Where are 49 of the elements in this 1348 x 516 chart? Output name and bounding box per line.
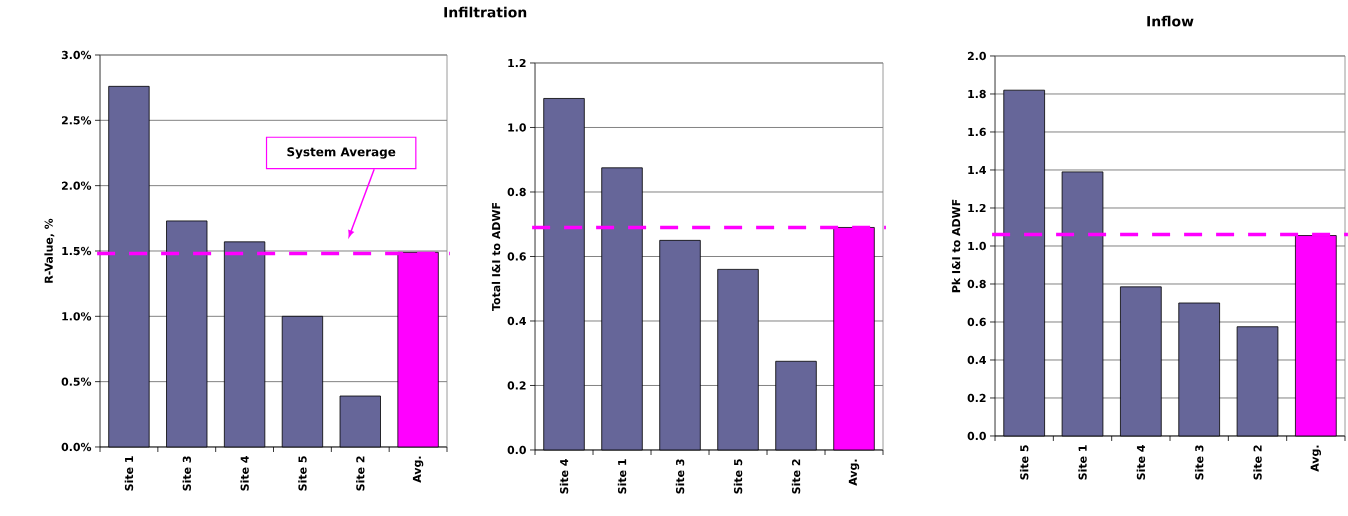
x-tick-label: Site 2	[791, 459, 801, 494]
y-axis-title: Total I&I to ADWF	[491, 202, 501, 311]
y-tick-label: 3.0%	[61, 50, 92, 60]
x-tick-label: Site 1	[617, 459, 627, 494]
x-tick-label: Avg.	[412, 456, 424, 483]
y-tick-label: 1.6	[968, 127, 986, 137]
y-tick-label: 0.4	[967, 355, 986, 365]
y-tick-label: 2.0	[967, 51, 986, 61]
x-tick-label: Site 5	[298, 456, 307, 491]
x-tick-label: Site 1	[1078, 445, 1087, 480]
y-tick-label: 1.4	[968, 165, 986, 174]
x-tick-label: Site 5	[733, 459, 743, 494]
y-tick-label: 1.0	[508, 123, 526, 132]
x-tick-label: Site 4	[1136, 445, 1146, 480]
y-tick-label: 0.0	[507, 445, 526, 455]
x-tick-label: Site 3	[1194, 445, 1204, 480]
x-tick-label: Avg.	[1310, 445, 1322, 472]
y-tick-label: 1.8	[968, 89, 986, 99]
x-tick-label: Avg.	[848, 459, 860, 486]
y-tick-label: 0.6	[507, 252, 526, 261]
annotation: System Average	[287, 147, 396, 159]
chart-title: Inflow	[1147, 15, 1194, 27]
x-tick-label: Site 1	[124, 456, 134, 491]
y-tick-label: 0.8	[507, 187, 526, 197]
y-tick-label: 0.4	[507, 316, 526, 326]
x-tick-label: Site 3	[675, 459, 685, 494]
y-tick-label: 1.5%	[62, 246, 92, 256]
y-tick-label: 0.5%	[61, 377, 92, 386]
y-axis-title: R-Value, %	[44, 218, 55, 283]
y-tick-label: 1.2	[968, 203, 986, 213]
y-tick-label: 0.8	[967, 279, 986, 289]
text: Infiltration	[444, 6, 527, 18]
y-tick-label: 0.2	[507, 381, 526, 390]
y-tick-label: 0.6	[967, 317, 986, 327]
y-tick-label: 0.0	[967, 431, 986, 441]
x-tick-label: Site 2	[356, 456, 365, 491]
x-tick-label: Site 3	[182, 456, 192, 491]
x-tick-label: Site 4	[240, 456, 249, 491]
y-tick-label: 2.5%	[61, 116, 92, 125]
y-axis-title: Pk I&I to ADWF	[951, 199, 961, 293]
y-tick-label: 1.0%	[62, 312, 92, 321]
y-tick-label: 2.0%	[61, 181, 92, 190]
x-tick-label: Site 2	[1253, 445, 1262, 480]
y-tick-label: 1.2	[508, 58, 526, 68]
y-tick-label: 1.0	[968, 241, 986, 251]
x-tick-label: Site 4	[559, 459, 569, 494]
y-tick-label: 0.2	[967, 393, 986, 403]
y-tick-label: 0.0%	[61, 442, 92, 452]
x-tick-label: Site 5	[1019, 445, 1029, 480]
